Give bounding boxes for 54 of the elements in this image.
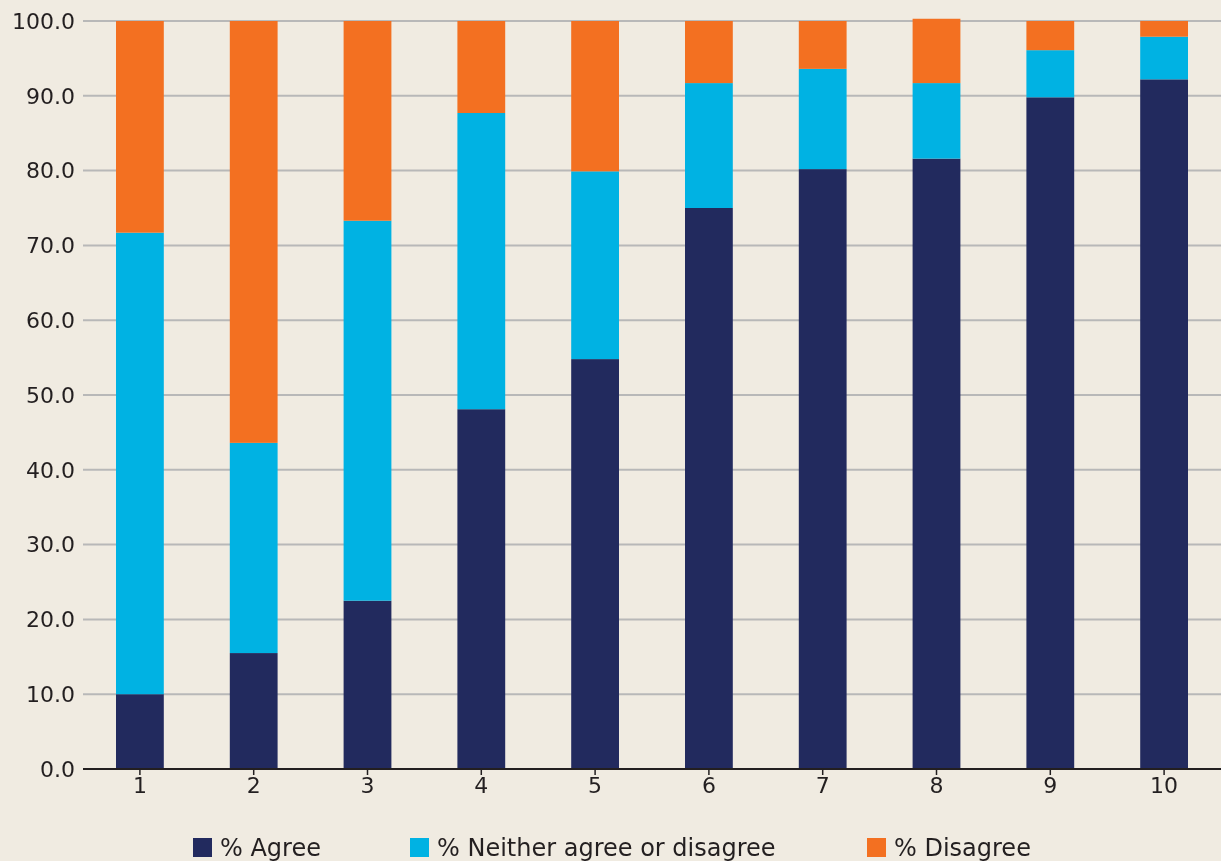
bar (1026, 21, 1075, 51)
bar (1140, 79, 1188, 769)
x-tick-label: 9 (1043, 773, 1058, 798)
bar (229, 653, 278, 769)
bar (116, 694, 164, 769)
y-tick-label: 0.0 (40, 756, 75, 782)
bar (571, 359, 619, 769)
y-tick-label: 100.0 (12, 8, 75, 34)
bar (798, 169, 847, 769)
y-tick-label: 80.0 (26, 158, 75, 184)
bar (457, 21, 506, 113)
bar (1140, 36, 1188, 80)
y-tick-label: 60.0 (26, 307, 75, 333)
x-tick-label: 4 (474, 773, 489, 798)
y-tick-label: 20.0 (26, 607, 75, 633)
legend-label: % Disagree (894, 834, 1031, 861)
bar (343, 600, 392, 769)
bar (685, 21, 733, 84)
bar (229, 442, 278, 654)
y-tick-label: 90.0 (26, 83, 75, 109)
bar (685, 83, 733, 208)
bar (116, 21, 164, 233)
y-tick-label: 70.0 (26, 233, 75, 259)
bar (457, 409, 506, 769)
x-tick-label: 3 (360, 773, 375, 798)
legend-label: % Agree (220, 834, 321, 861)
bar (912, 18, 961, 84)
legend-label: % Neither agree or disagree (437, 834, 776, 861)
bar (116, 232, 164, 695)
bar (1140, 21, 1188, 37)
bar (343, 21, 392, 221)
bar (571, 171, 619, 360)
bar (912, 83, 961, 159)
y-tick-label: 40.0 (26, 457, 75, 483)
bar (229, 21, 278, 443)
x-tick-label: 1 (132, 773, 147, 798)
bar (912, 158, 961, 769)
bar (1026, 50, 1075, 98)
bar (571, 21, 619, 172)
bar (685, 208, 733, 769)
x-tick-label: 7 (815, 773, 830, 798)
bar (343, 220, 392, 601)
y-tick-label: 50.0 (26, 382, 75, 408)
x-tick-label: 6 (701, 773, 716, 798)
x-tick-label: 2 (246, 773, 261, 798)
y-tick-label: 30.0 (26, 532, 75, 558)
x-tick-label: 5 (588, 773, 603, 798)
bar (457, 113, 506, 410)
x-tick-label: 8 (929, 773, 944, 798)
bar (798, 21, 847, 69)
x-tick-label: 10 (1150, 773, 1179, 798)
bar (1026, 97, 1075, 769)
bar (798, 68, 847, 170)
y-tick-label: 10.0 (26, 681, 75, 707)
